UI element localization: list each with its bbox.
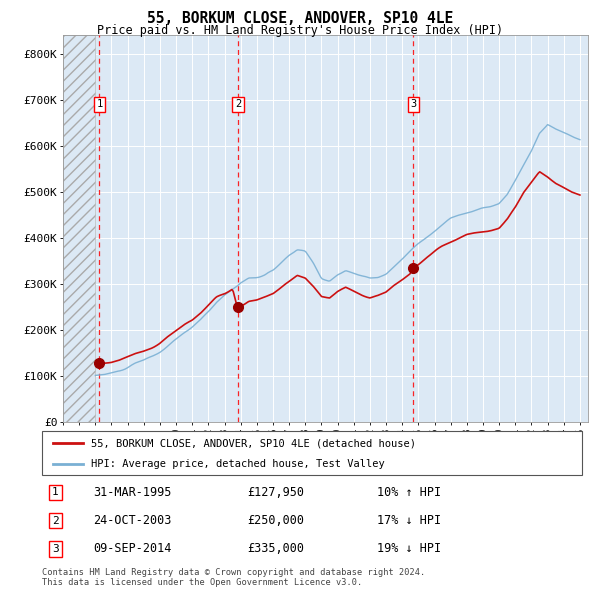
Text: Price paid vs. HM Land Registry's House Price Index (HPI): Price paid vs. HM Land Registry's House … (97, 24, 503, 37)
Text: 1: 1 (52, 487, 59, 497)
Text: 17% ↓ HPI: 17% ↓ HPI (377, 514, 441, 527)
Text: HPI: Average price, detached house, Test Valley: HPI: Average price, detached house, Test… (91, 459, 385, 469)
Bar (63, 35, 95, 422)
Text: £250,000: £250,000 (247, 514, 304, 527)
Text: £127,950: £127,950 (247, 486, 304, 499)
Text: 10% ↑ HPI: 10% ↑ HPI (377, 486, 441, 499)
Text: 55, BORKUM CLOSE, ANDOVER, SP10 4LE: 55, BORKUM CLOSE, ANDOVER, SP10 4LE (147, 11, 453, 25)
Text: 3: 3 (410, 99, 416, 109)
Text: This data is licensed under the Open Government Licence v3.0.: This data is licensed under the Open Gov… (42, 578, 362, 587)
Text: 55, BORKUM CLOSE, ANDOVER, SP10 4LE (detached house): 55, BORKUM CLOSE, ANDOVER, SP10 4LE (det… (91, 438, 416, 448)
Text: 31-MAR-1995: 31-MAR-1995 (94, 486, 172, 499)
Text: 3: 3 (52, 544, 59, 554)
Text: 1: 1 (96, 99, 103, 109)
Text: 2: 2 (235, 99, 241, 109)
Text: 24-OCT-2003: 24-OCT-2003 (94, 514, 172, 527)
FancyBboxPatch shape (42, 431, 582, 475)
Text: Contains HM Land Registry data © Crown copyright and database right 2024.: Contains HM Land Registry data © Crown c… (42, 568, 425, 576)
Text: £335,000: £335,000 (247, 542, 304, 555)
Text: 19% ↓ HPI: 19% ↓ HPI (377, 542, 441, 555)
Text: 2: 2 (52, 516, 59, 526)
Text: 09-SEP-2014: 09-SEP-2014 (94, 542, 172, 555)
